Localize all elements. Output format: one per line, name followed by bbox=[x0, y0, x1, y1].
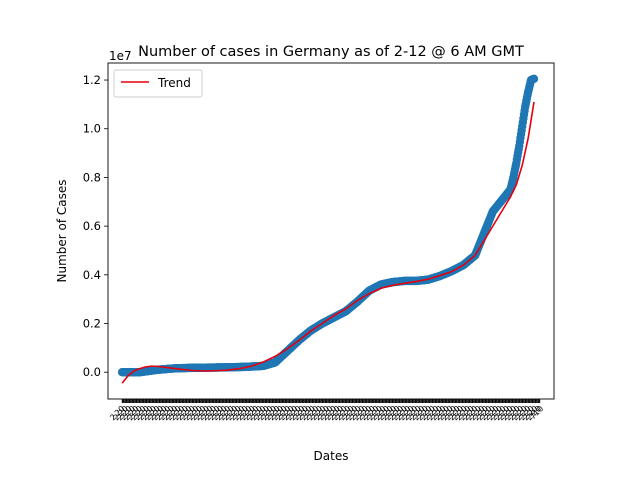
y-tick-label: 0.8 bbox=[83, 170, 101, 184]
legend-box bbox=[113, 69, 203, 98]
y-tick-label: 0.0 bbox=[83, 365, 101, 379]
legend-trend-label: Trend bbox=[157, 76, 191, 90]
y-tick-label: 1.2 bbox=[83, 73, 101, 87]
trend-line bbox=[121, 101, 535, 384]
x-axis-ticks: 2 202 202 202 202 202 202 202 202 202 20… bbox=[108, 399, 545, 422]
plot-area bbox=[117, 74, 539, 384]
legend: Trend bbox=[113, 69, 203, 98]
axes-frame bbox=[107, 62, 555, 400]
scatter-point bbox=[529, 74, 539, 84]
y-tick-label: 0.2 bbox=[83, 317, 101, 331]
y-tick-label: 0.6 bbox=[83, 219, 101, 233]
y-axis-label: Number of Cases bbox=[55, 179, 69, 282]
offset-label: 1e7 bbox=[109, 49, 132, 63]
y-axis-ticks: 0.0 0.2 0.4 0.6 0.8 1.0 1.2 bbox=[83, 73, 108, 379]
y-tick-label: 0.4 bbox=[83, 268, 101, 282]
y-tick-label: 1.0 bbox=[83, 122, 101, 136]
chart-title: Number of cases in Germany as of 2-12 @ … bbox=[138, 44, 524, 60]
x-axis-label: Dates bbox=[314, 449, 349, 463]
